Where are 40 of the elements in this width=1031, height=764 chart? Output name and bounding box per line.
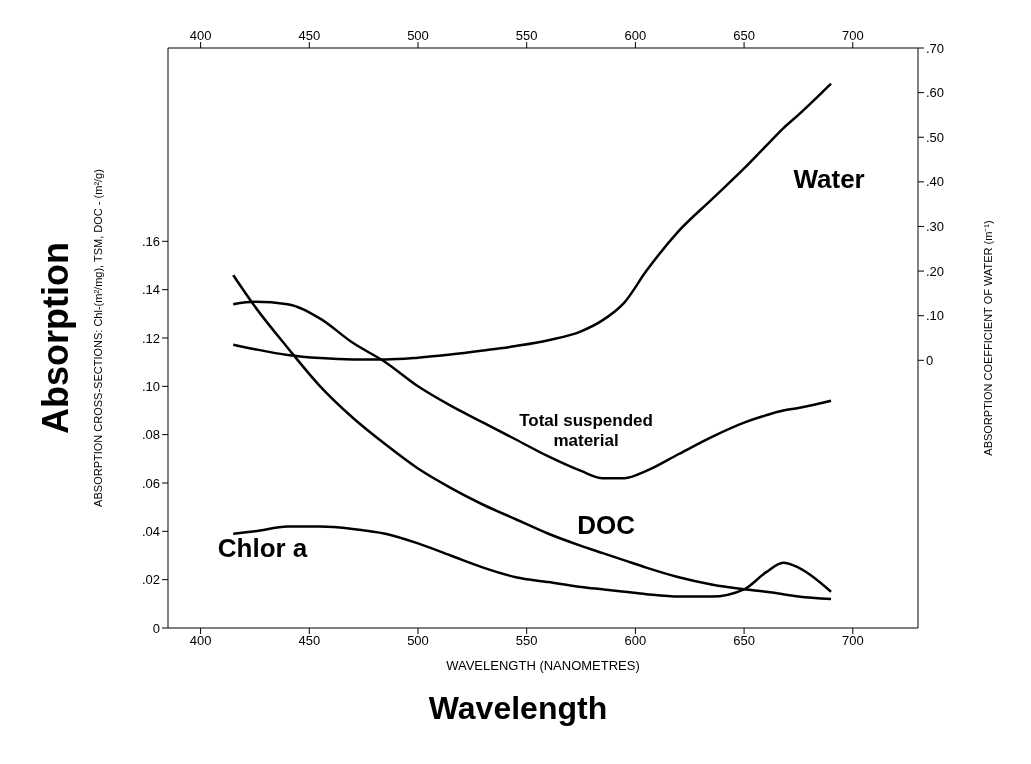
x2-tick-label: 550 [515,633,538,649]
y2-tick-label: .10 [926,308,945,324]
y2-tick-label: .40 [926,174,945,190]
x-tick-label: 450 [298,28,321,43]
x2-tick-label: 700 [841,633,864,649]
y2-axis-title: ABSORPTION COEFFICIENT OF WATER (m⁻¹) [981,220,994,456]
y-tick-label: .16 [141,233,160,249]
x2-tick-label: 450 [298,633,321,649]
x-tick-label: 650 [733,28,755,43]
y-tick-label: .10 [141,378,160,394]
y-tick-label: .08 [141,427,160,443]
y2-tick-label: .50 [926,129,945,145]
x-tick-label: 700 [841,28,864,43]
y-tick-label: .02 [141,572,160,588]
x-axis-title: WAVELENGTH (NANOMETRES) [446,658,640,673]
text: Absorption [35,242,77,434]
y-tick-label: .14 [141,282,160,298]
x-tick-label: 500 [407,28,429,43]
x2-tick-label: 500 [407,633,429,649]
x-tick-label: 400 [189,28,212,43]
series-label: Water [793,164,865,195]
series-label: Total suspended material [519,410,653,450]
y-tick-label: .06 [141,475,160,491]
y-axis-title: ABSORPTION CROSS-SECTIONS: Chl-(m²/mg), TSM, DOC - (m²/g) [91,169,104,507]
x-tick-label: 550 [515,28,538,43]
text: Wavelength [428,689,608,727]
x-tick-label: 600 [624,28,647,43]
y2-tick-label: .60 [926,85,945,101]
y2-tick-label: .70 [926,40,945,56]
y2-tick-label: .20 [926,263,945,279]
x2-tick-label: 650 [733,633,755,649]
y2-tick-label: 0 [926,352,934,368]
series-label: DOC [577,509,636,540]
x2-tick-label: 400 [189,633,212,649]
x2-tick-label: 600 [624,633,647,649]
y2-tick-label: .30 [926,219,945,235]
y-tick-label: .04 [141,523,160,539]
y-tick-label: .12 [141,330,160,346]
y-tick-label: 0 [152,620,160,636]
series-label: Chlor a [217,532,308,563]
